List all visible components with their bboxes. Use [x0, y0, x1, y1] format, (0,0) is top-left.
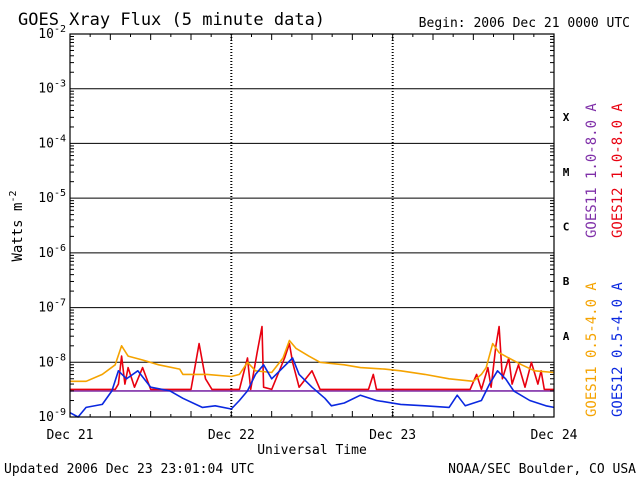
svg-text:Watts m-2: Watts m-2	[8, 190, 26, 261]
y-tick-label: 10-8	[38, 352, 66, 370]
flare-class-label: B	[563, 275, 570, 288]
series-line	[69, 357, 555, 418]
y-tick-label: 10-2	[38, 24, 66, 42]
legend-label: GOES11 0.5-4.0 A	[584, 282, 600, 417]
begin-time: Begin: 2006 Dec 21 0000 UTC	[419, 16, 630, 31]
y-axis-label-text: Watts m	[10, 203, 26, 262]
legend: GOES11 0.5-4.0 A GOES11 1.0-8.0 A GOES12 0…	[584, 103, 626, 417]
y-tick-label: 10-7	[38, 298, 66, 316]
y-axis-label-exponent: -2	[8, 190, 19, 202]
x-tick-label: Dec 23	[369, 428, 416, 443]
series-lines	[69, 325, 555, 418]
series-line	[70, 325, 554, 391]
series-line	[70, 339, 555, 383]
y-tick-label: 10-4	[38, 133, 66, 151]
y-tick-label: 10-6	[38, 243, 66, 261]
y-tick-label: 10-3	[38, 79, 66, 97]
x-axis-label: Universal Time	[257, 443, 367, 458]
chart-title: GOES Xray Flux (5 minute data)	[18, 10, 325, 30]
x-tick-label: Dec 22	[208, 428, 255, 443]
updated-timestamp: Updated 2006 Dec 23 23:01:04 UTC	[4, 462, 254, 477]
legend-entry: GOES11 1.0-8.0 A	[584, 103, 600, 238]
legend-label: GOES12 1.0-8.0 A	[610, 103, 626, 238]
legend-entry: GOES12 0.5-4.0 A	[610, 282, 626, 417]
axes: 10-9 10-8 10-7 10-6 10-5 10-4 10-3 10-2 Dec 21 De…	[38, 24, 577, 443]
grid	[70, 34, 554, 417]
flare-class-label: A	[563, 330, 570, 343]
y-axis-label: Watts m-2	[8, 190, 26, 261]
y-tick-label: 10-5	[38, 188, 66, 206]
legend-entry: GOES12 1.0-8.0 A	[610, 103, 626, 238]
source-credit: NOAA/SEC Boulder, CO USA	[448, 462, 636, 477]
flare-class-label: M	[563, 166, 570, 179]
legend-entry: GOES11 0.5-4.0 A	[584, 282, 600, 417]
flare-class-label: C	[563, 221, 570, 234]
x-tick-label: Dec 21	[47, 428, 94, 443]
legend-label: GOES12 0.5-4.0 A	[610, 282, 626, 417]
x-tick-label: Dec 24	[531, 428, 578, 443]
legend-label: GOES11 1.0-8.0 A	[584, 103, 600, 238]
flare-class-label: X	[563, 111, 570, 124]
y-tick-label: 10-9	[38, 407, 66, 425]
